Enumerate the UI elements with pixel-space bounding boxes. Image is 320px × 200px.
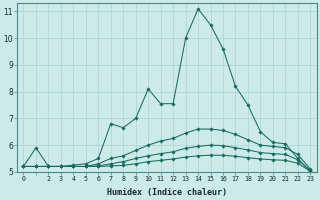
X-axis label: Humidex (Indice chaleur): Humidex (Indice chaleur) xyxy=(107,188,227,197)
